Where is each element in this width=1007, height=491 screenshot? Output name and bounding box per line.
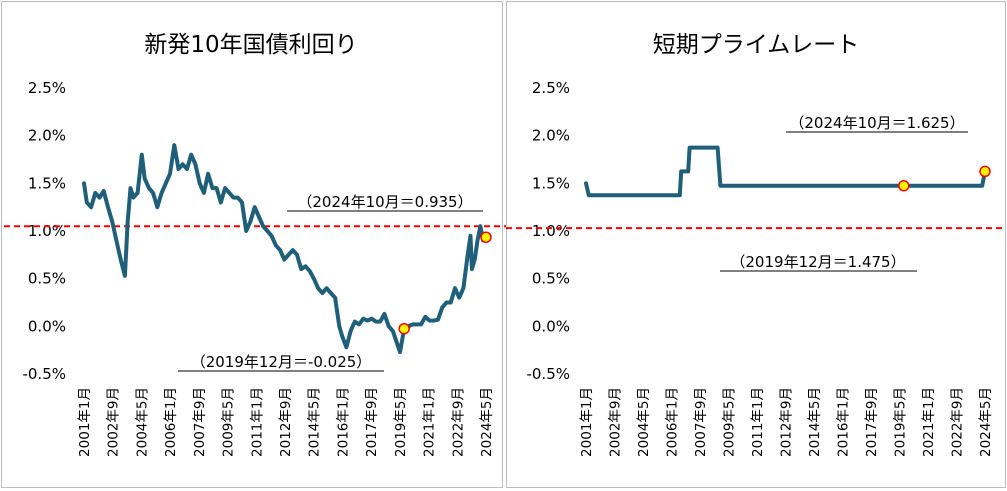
x-tick-label: 2004年5月 bbox=[636, 387, 652, 457]
chart-title: 新発10年国債利回り bbox=[144, 32, 357, 58]
series-line bbox=[584, 145, 987, 198]
data-marker bbox=[979, 165, 991, 178]
x-tick-label: 2024年5月 bbox=[978, 387, 994, 457]
series-line bbox=[82, 143, 488, 355]
chart-panel-right bbox=[506, 1, 1006, 488]
data-marker bbox=[898, 179, 910, 192]
x-tick-label: 2021年1月 bbox=[422, 387, 438, 457]
x-tick-label: 2019年5月 bbox=[893, 387, 909, 457]
data-marker bbox=[398, 322, 410, 335]
x-tick-label: 2002年9月 bbox=[608, 387, 624, 457]
x-tick-label: 2007年9月 bbox=[693, 387, 709, 457]
chart-panel-left bbox=[1, 1, 503, 488]
y-tick-label: 1.5% bbox=[532, 174, 570, 192]
x-tick-label: 2022年9月 bbox=[450, 387, 466, 457]
y-tick-label: -0.5% bbox=[22, 365, 66, 383]
x-tick-label: 2019年5月 bbox=[393, 387, 409, 457]
data-marker bbox=[480, 231, 492, 243]
y-tick-label: 0.0% bbox=[532, 317, 570, 335]
y-tick-label: 0.0% bbox=[28, 317, 66, 335]
y-tick-label: 0.5% bbox=[28, 270, 66, 288]
y-tick-label: 1.0% bbox=[532, 222, 570, 240]
x-tick-label: 2016年1月 bbox=[836, 387, 852, 457]
x-tick-label: 2014年5月 bbox=[807, 387, 823, 457]
x-tick-label: 2009年5月 bbox=[221, 387, 237, 457]
annotation-label: （2019年12月＝1.475） bbox=[730, 253, 905, 271]
x-tick-label: 2002年9月 bbox=[106, 387, 122, 457]
x-tick-label: 2012年9月 bbox=[779, 387, 795, 457]
x-tick-label: 2016年1月 bbox=[335, 387, 351, 457]
x-tick-label: 2001年1月 bbox=[77, 387, 93, 457]
x-tick-label: 2011年1月 bbox=[750, 387, 766, 457]
y-tick-label: 0.5% bbox=[532, 270, 570, 288]
x-tick-label: 2022年9月 bbox=[950, 387, 966, 457]
x-tick-label: 2007年9月 bbox=[192, 387, 208, 457]
x-tick-label: 2017年9月 bbox=[364, 387, 380, 457]
x-tick-label: 2024年5月 bbox=[479, 387, 495, 457]
y-tick-label: 2.0% bbox=[28, 127, 66, 145]
chart-left: 新発10年国債利回り 2.5% 2.0% 1.5% 1.0% 0.5% 0.0% -0.5% 2… bbox=[4, 32, 506, 457]
x-tick-label: 2017年9月 bbox=[864, 387, 880, 457]
chart-title: 短期プライムレート bbox=[653, 32, 860, 58]
x-tick-label: 2011年1月 bbox=[249, 387, 265, 457]
y-tick-label: 2.0% bbox=[532, 127, 570, 145]
x-tick-label: 2004年5月 bbox=[134, 387, 150, 457]
chart-right: 短期プライムレート 2.5% 2.0% 1.5% 1.0% 0.5% 0.0% -0.5% 20… bbox=[506, 32, 1005, 457]
x-tick-label: 2006年1月 bbox=[163, 387, 179, 457]
annotation-label: （2019年12月＝-0.025） bbox=[191, 353, 372, 371]
y-tick-label: 2.5% bbox=[28, 79, 66, 97]
y-tick-label: 2.5% bbox=[532, 79, 570, 97]
x-tick-label: 2012年9月 bbox=[278, 387, 294, 457]
y-tick-label: 1.0% bbox=[28, 222, 66, 240]
x-tick-label: 2021年1月 bbox=[921, 387, 937, 457]
x-tick-label: 2006年1月 bbox=[665, 387, 681, 457]
x-tick-label: 2009年5月 bbox=[722, 387, 738, 457]
y-tick-label: 1.5% bbox=[28, 174, 66, 192]
x-tick-label: 2001年1月 bbox=[579, 387, 595, 457]
annotation-label: （2024年10月＝1.625） bbox=[789, 114, 964, 132]
x-tick-label: 2014年5月 bbox=[307, 387, 323, 457]
annotation-label: （2024年10月＝0.935） bbox=[297, 193, 472, 211]
y-tick-label: -0.5% bbox=[526, 365, 570, 383]
